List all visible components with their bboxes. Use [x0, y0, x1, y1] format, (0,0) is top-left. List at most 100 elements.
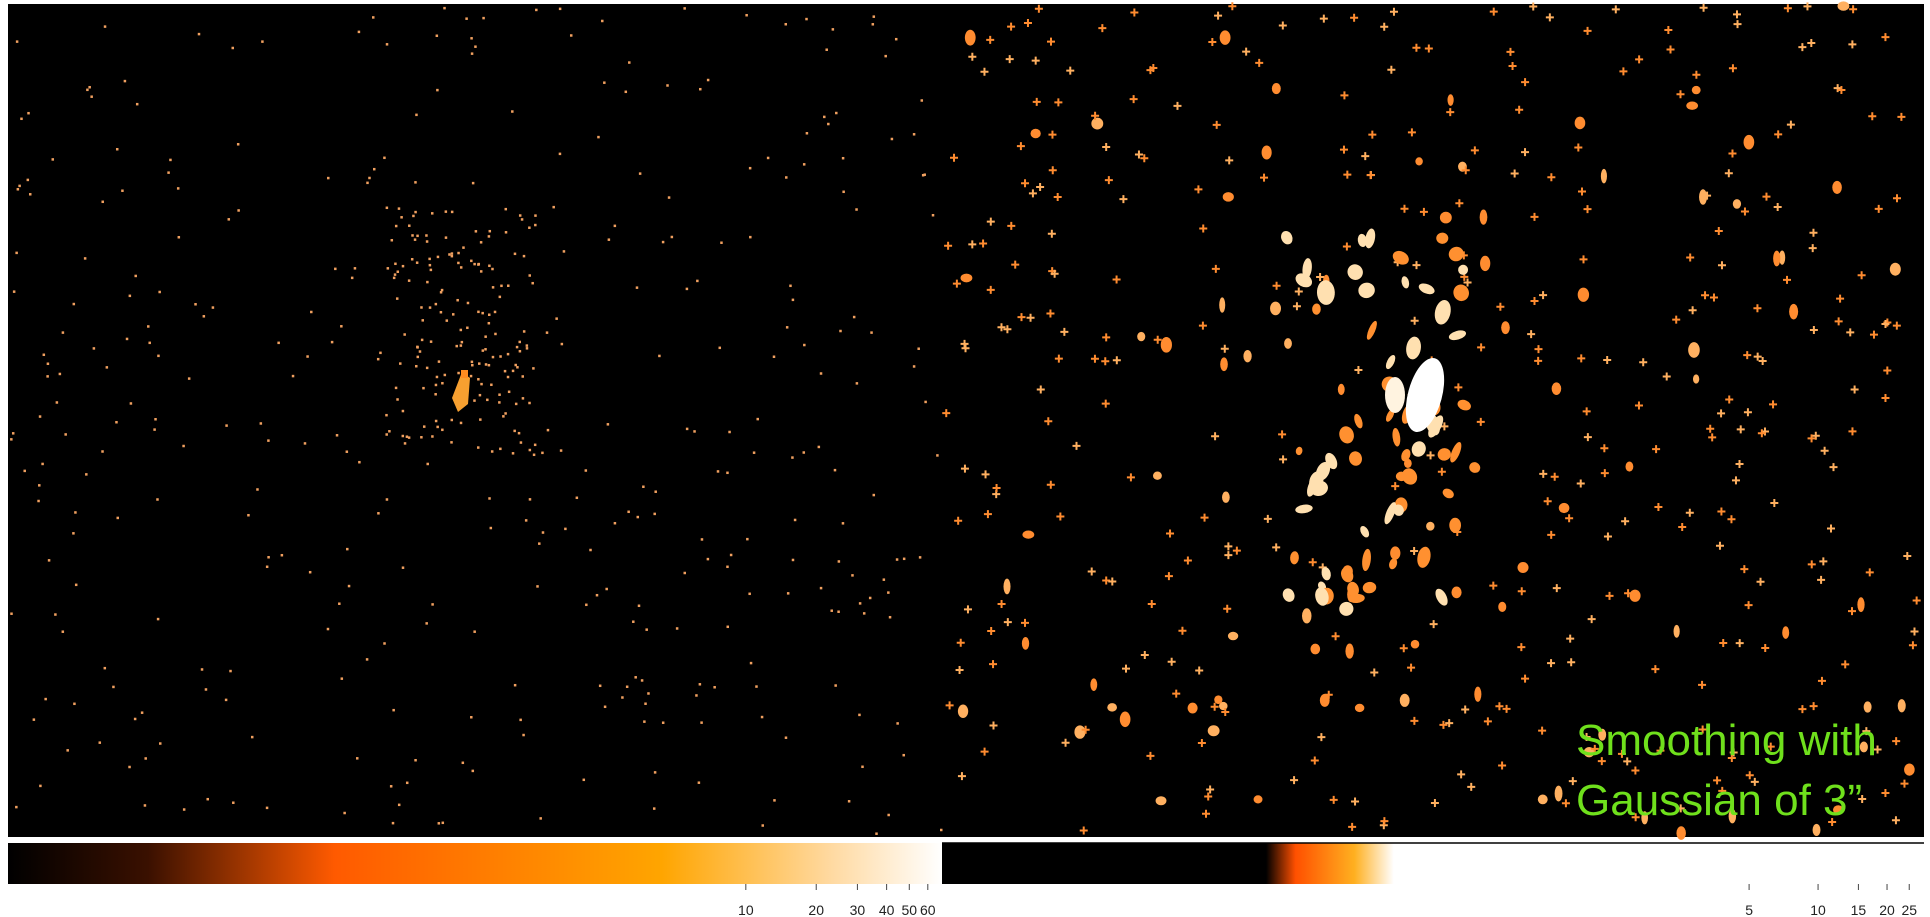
event-dot [539, 817, 542, 820]
event-dot [435, 420, 438, 423]
event-dot [338, 602, 341, 605]
event-dot [368, 177, 371, 180]
event-dot [805, 18, 808, 21]
event-dot [148, 342, 151, 345]
event-dot [438, 822, 441, 825]
event-dot [853, 316, 856, 319]
event-dot [153, 428, 156, 431]
tick-label: 40 [879, 902, 895, 917]
event-dot [73, 703, 76, 706]
event-dot [634, 676, 637, 679]
blob [1262, 145, 1272, 159]
event-dot [101, 450, 104, 453]
event-dot [430, 269, 433, 272]
event-dot [902, 754, 905, 757]
event-dot [129, 295, 132, 298]
event-dot [559, 8, 562, 11]
event-dot [827, 123, 830, 126]
event-dot [460, 422, 463, 425]
event-dot [728, 431, 731, 434]
blob [1411, 640, 1420, 649]
event-dot [461, 341, 464, 344]
event-dot [485, 363, 488, 366]
event-dot [440, 311, 443, 314]
event-dot [436, 89, 439, 92]
event-dot [457, 372, 460, 375]
event-dot [408, 436, 411, 439]
blob [1555, 786, 1563, 802]
event-dot [488, 314, 491, 317]
event-dot [699, 683, 702, 686]
event-dot [460, 266, 463, 269]
event-dot [182, 445, 185, 448]
event-dot [713, 686, 716, 689]
event-dot [637, 516, 640, 519]
event-dot [75, 584, 78, 587]
event-dot [838, 560, 841, 563]
event-dot [205, 688, 208, 691]
event-dot [400, 216, 403, 219]
event-dot [750, 662, 753, 665]
event-dot [428, 258, 431, 261]
event-dot [707, 79, 710, 82]
event-dot [481, 312, 484, 315]
event-dot [201, 668, 204, 671]
event-dot [875, 832, 878, 835]
event-dot [488, 265, 491, 268]
blob [1107, 703, 1117, 711]
event-dot [157, 355, 160, 358]
event-dot [668, 196, 671, 199]
event-dot [366, 658, 369, 661]
event-dot [397, 270, 400, 273]
event-dot [188, 377, 191, 380]
blob [1686, 101, 1698, 109]
blob [1688, 342, 1700, 358]
event-dot [848, 800, 851, 803]
event-dot [10, 438, 13, 441]
event-dot [834, 469, 837, 472]
blob [1208, 725, 1220, 736]
event-dot [457, 252, 460, 255]
tick-label: 20 [808, 902, 824, 917]
event-dot [625, 91, 628, 94]
event-dot [431, 212, 434, 215]
event-dot [27, 179, 30, 182]
event-dot [456, 299, 459, 302]
event-dot [523, 330, 526, 333]
blob [1156, 796, 1167, 805]
event-dot [585, 469, 588, 472]
blob [1552, 382, 1562, 395]
event-dot [830, 609, 833, 612]
event-dot [451, 419, 454, 422]
event-dot [261, 40, 264, 43]
event-dot [277, 342, 280, 345]
blob [1270, 302, 1281, 316]
event-dot [492, 356, 495, 359]
event-dot [696, 280, 699, 283]
event-dot [490, 384, 493, 387]
event-dot [522, 397, 525, 400]
event-dot [683, 7, 686, 10]
event-dot [522, 375, 525, 378]
event-dot [470, 716, 473, 719]
event-dot [644, 702, 647, 705]
event-dot [436, 376, 439, 379]
event-dot [500, 285, 503, 288]
blob [1864, 701, 1872, 712]
event-dot [441, 382, 444, 385]
event-dot [666, 84, 669, 87]
event-dot [420, 306, 423, 309]
event-dot [806, 132, 809, 135]
event-dot [452, 313, 455, 316]
event-dot [435, 303, 438, 306]
event-dot [121, 189, 124, 192]
event-dot [358, 461, 361, 464]
event-dot [870, 331, 873, 334]
event-dot [460, 344, 463, 347]
event-dot [514, 253, 517, 256]
event-dot [178, 236, 181, 239]
event-dot [158, 291, 161, 294]
event-dot [39, 785, 42, 788]
event-dot [126, 338, 128, 341]
blob [1449, 518, 1461, 533]
